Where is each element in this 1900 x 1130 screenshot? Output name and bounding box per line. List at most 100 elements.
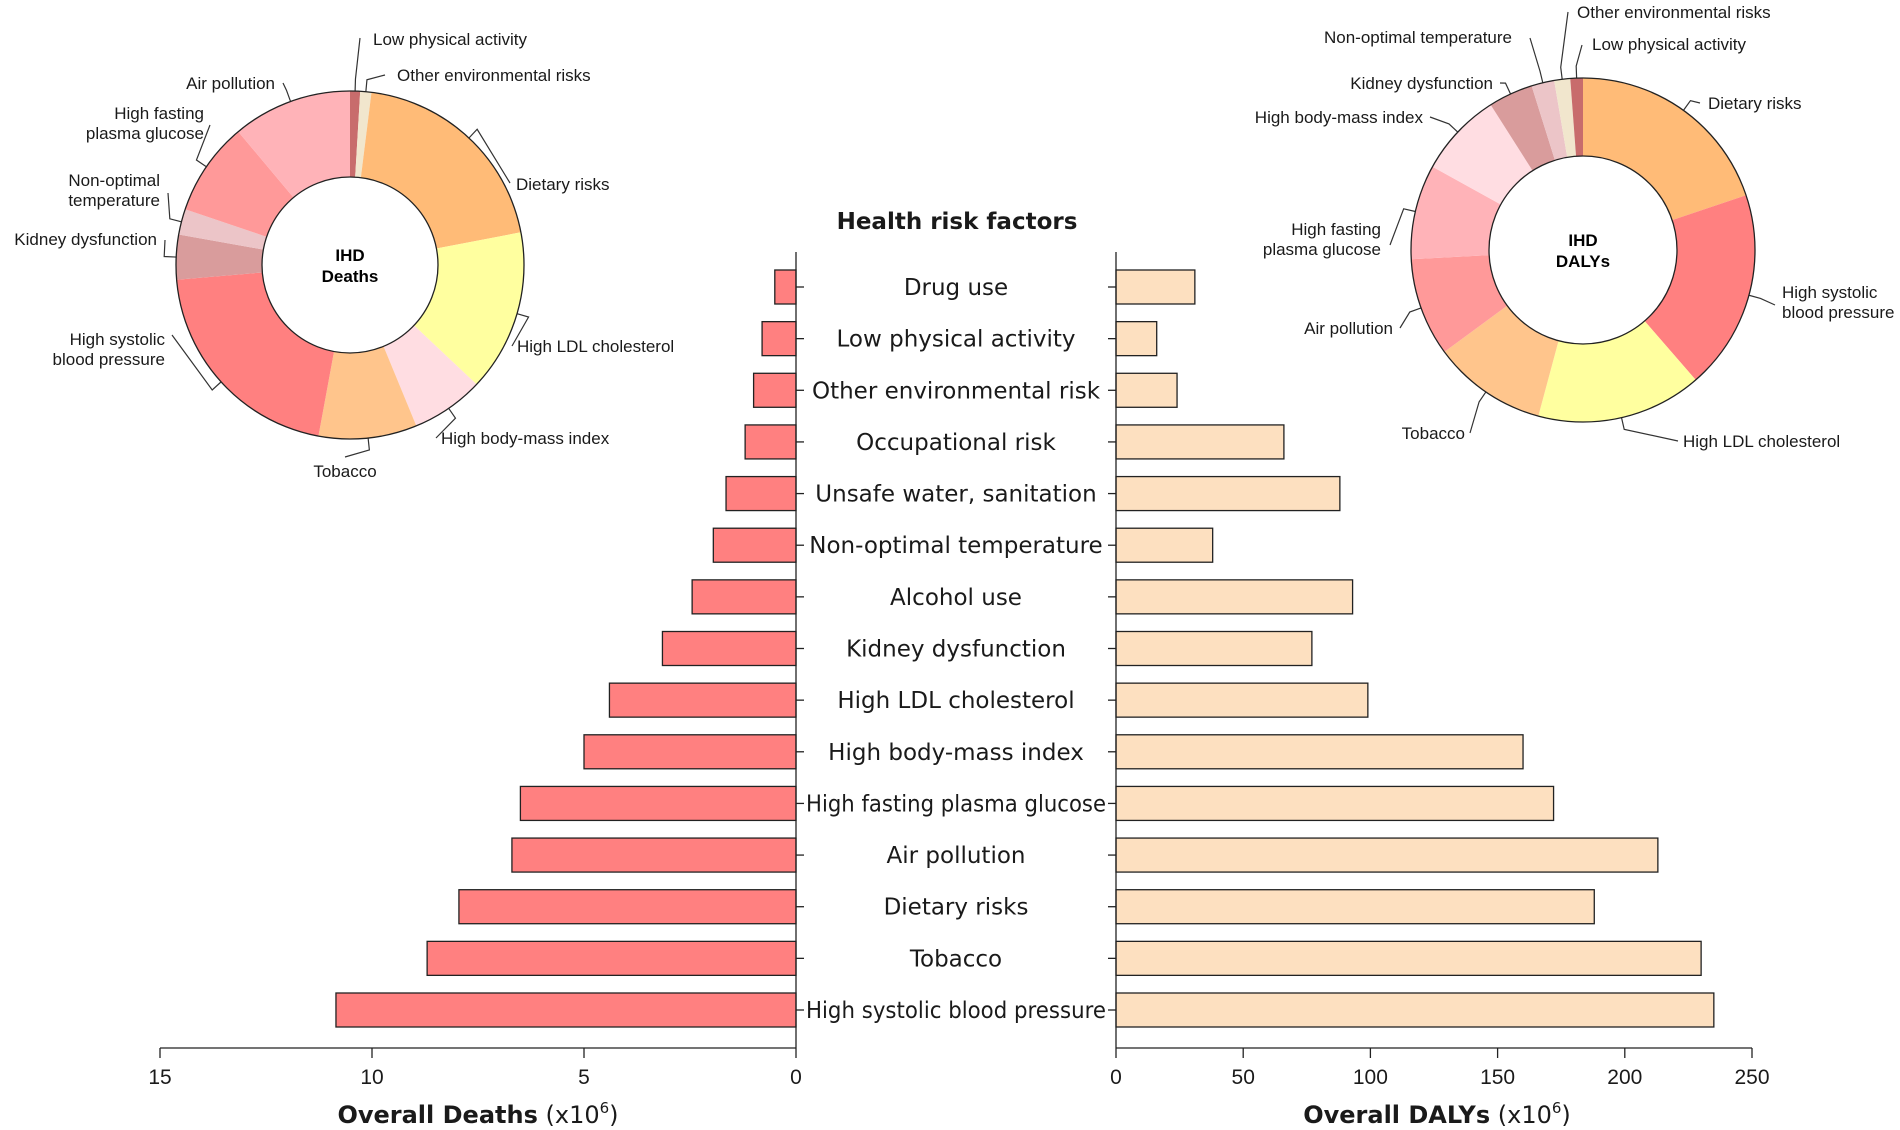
category-label-6: Alcohol use <box>890 585 1022 611</box>
dalys-bar-11 <box>1115 837 1659 873</box>
deaths-donut-leader-3 <box>511 313 530 347</box>
deaths-donut-center-label-0: IHD <box>335 246 364 265</box>
dalys-donut-label-8-0: Non-optimal temperature <box>1324 28 1512 47</box>
deaths-donut-leader-1 <box>365 74 386 92</box>
deaths-bar-12 <box>458 889 797 925</box>
deaths-bar-2 <box>752 372 797 408</box>
deaths-donut-leader-2 <box>468 128 511 184</box>
deaths-donut-label-3-0: High LDL cholesterol <box>517 337 674 356</box>
deaths-donut-slice-10 <box>238 91 350 198</box>
dalys-donut-slice-4 <box>1411 255 1508 352</box>
deaths-donut-label-2-0: Dietary risks <box>516 175 610 194</box>
deaths-donut-label-9-0: High fasting <box>114 104 204 123</box>
deaths-donut-slice-9 <box>185 131 294 237</box>
dalys-bar-3 <box>1115 424 1285 460</box>
deaths-donut-label-0-0: Low physical activity <box>373 30 528 49</box>
dalys-donut-label-6-0: High body-mass index <box>1255 108 1424 127</box>
dalys-donut-leader-7 <box>1499 82 1512 95</box>
deaths-donut-leader-6 <box>171 334 222 391</box>
dalys-bar-10 <box>1115 785 1555 822</box>
deaths-donut-leader-5 <box>344 437 371 458</box>
deaths-x-tick-label-2: 5 <box>578 1066 590 1089</box>
dalys-donut-slice-1 <box>1644 195 1755 380</box>
dalys-donut-leader-4 <box>1399 307 1422 329</box>
dalys-donut-slice-2 <box>1538 321 1696 422</box>
dalys-donut-leader-2 <box>1620 417 1679 442</box>
category-label-8: High LDL cholesterol <box>837 688 1074 714</box>
dalys-donut-label-9-0: Other environmental risks <box>1577 3 1771 22</box>
category-label-14: High systolic blood pressure <box>806 998 1106 1024</box>
dalys-bar-14 <box>1115 992 1715 1028</box>
dalys-donut-outer-ring <box>1410 77 1756 423</box>
deaths-donut-leader-9 <box>195 124 211 168</box>
dalys-donut-label-5-1: plasma glucose <box>1263 240 1381 259</box>
deaths-axis-title: Overall Deaths (x106) <box>337 1099 618 1129</box>
deaths-donut-slice-6 <box>176 272 335 437</box>
category-label-1: Low physical activity <box>837 327 1076 353</box>
deaths-donut-outer-ring <box>175 90 525 440</box>
deaths-donut-label-6-0: High systolic <box>70 330 166 349</box>
deaths-bar-1 <box>761 320 797 357</box>
chart-title: Health risk factors <box>837 209 1078 235</box>
dalys-donut-label-7-0: Kidney dysfunction <box>1350 74 1493 93</box>
ihd-deaths-donut: Low physical activity Other environmental… <box>14 30 674 481</box>
dalys-donut-label-5-0: High fasting <box>1291 220 1381 239</box>
deaths-donut-slice-7 <box>176 234 264 280</box>
deaths-donut-slice-5 <box>318 346 417 440</box>
dalys-donut-leader-0 <box>1682 99 1701 111</box>
dalys-donut-leader-5 <box>1389 208 1416 246</box>
dalys-bar-5 <box>1115 527 1214 563</box>
dalys-x-tick-label-0: 0 <box>1110 1066 1122 1089</box>
deaths-donut-slice-3 <box>414 232 524 385</box>
dalys-donut-slice-7 <box>1490 85 1555 171</box>
dalys-x-tick-label-1: 50 <box>1232 1066 1255 1089</box>
deaths-donut-label-8-0: Non-optimal <box>68 171 160 190</box>
deaths-bar-5 <box>712 527 797 563</box>
deaths-donut-slice-4 <box>383 325 477 426</box>
dalys-donut-slice-9 <box>1554 78 1577 158</box>
deaths-bar-0 <box>774 269 797 305</box>
dalys-donut-slice-0 <box>1583 78 1747 221</box>
category-label-7: Kidney dysfunction <box>846 637 1066 663</box>
dalys-donut-leader-6 <box>1429 116 1459 133</box>
deaths-bar-14 <box>335 992 797 1028</box>
dalys-x-tick-label-5: 250 <box>1734 1066 1769 1089</box>
deaths-donut-label-9-1: plasma glucose <box>86 124 204 143</box>
dalys-bar-1 <box>1115 320 1158 357</box>
dalys-axis-title: Overall DALYs (x106) <box>1303 1099 1571 1129</box>
dalys-donut-label-1-1: blood pressure <box>1782 303 1894 322</box>
deaths-donut-label-8-1: temperature <box>68 191 160 210</box>
dalys-bar-chart: 0 50 100 150 200 250 <box>1108 252 1770 1089</box>
deaths-bar-3 <box>744 424 797 460</box>
deaths-donut-leader-4 <box>435 407 457 439</box>
dalys-x-tick-label-3: 150 <box>1480 1066 1515 1089</box>
deaths-x-tick-label-0: 15 <box>148 1066 171 1089</box>
deaths-bar-8 <box>608 682 797 718</box>
deaths-bar-9 <box>583 734 797 770</box>
category-label-5: Non-optimal temperature <box>809 533 1102 559</box>
dalys-bar-13 <box>1115 940 1702 977</box>
dalys-x-tick-label-2: 100 <box>1353 1066 1388 1089</box>
dalys-donut-leader-10 <box>1575 44 1583 79</box>
deaths-bar-7 <box>661 630 797 667</box>
dalys-x-tick-label-4: 200 <box>1607 1066 1642 1089</box>
category-label-0: Drug use <box>904 275 1008 301</box>
deaths-bar-6 <box>691 579 797 615</box>
deaths-x-tick-label-3: 0 <box>790 1066 802 1089</box>
deaths-donut-label-4-0: High body-mass index <box>441 429 610 448</box>
dalys-donut-slice-6 <box>1432 104 1533 205</box>
category-label-10: High fasting plasma glucose <box>806 791 1106 817</box>
dalys-bar-8 <box>1115 682 1369 718</box>
dalys-donut-label-0-0: Dietary risks <box>1708 94 1802 113</box>
dalys-bar-6 <box>1115 579 1354 615</box>
deaths-bar-4 <box>725 475 797 512</box>
category-label-12: Dietary risks <box>884 895 1029 921</box>
deaths-bar-13 <box>426 940 797 977</box>
deaths-donut-slice-0 <box>350 91 361 178</box>
deaths-donut-center-label-1: Deaths <box>322 267 379 286</box>
dalys-donut-center-label-1: DALYs <box>1556 252 1610 271</box>
deaths-x-tick-label-1: 10 <box>360 1066 383 1089</box>
deaths-donut-label-5-0: Tobacco <box>313 462 376 481</box>
dalys-donut-label-3-0: Tobacco <box>1402 424 1465 443</box>
dalys-donut-label-4-0: Air pollution <box>1304 319 1393 338</box>
